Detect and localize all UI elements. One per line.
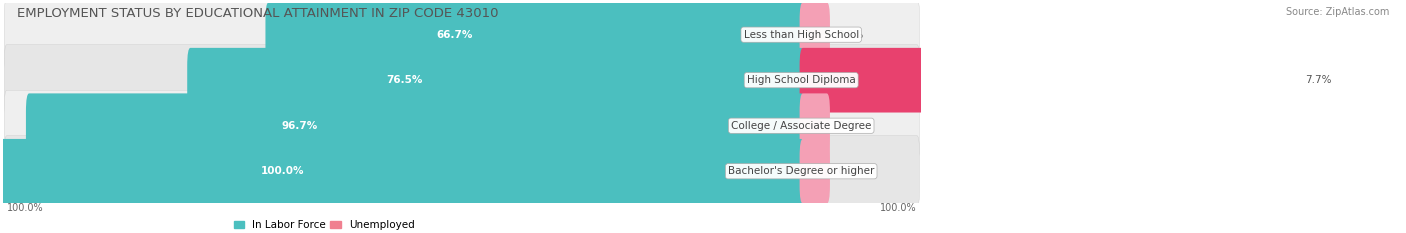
Text: High School Diploma: High School Diploma	[747, 75, 856, 85]
Text: Source: ZipAtlas.com: Source: ZipAtlas.com	[1285, 7, 1389, 17]
Text: 66.7%: 66.7%	[437, 30, 474, 40]
Text: EMPLOYMENT STATUS BY EDUCATIONAL ATTAINMENT IN ZIP CODE 43010: EMPLOYMENT STATUS BY EDUCATIONAL ATTAINM…	[17, 7, 498, 20]
FancyBboxPatch shape	[0, 139, 804, 204]
FancyBboxPatch shape	[187, 48, 804, 113]
Text: Bachelor's Degree or higher: Bachelor's Degree or higher	[728, 166, 875, 176]
Text: College / Associate Degree: College / Associate Degree	[731, 121, 872, 131]
Text: 7.7%: 7.7%	[1305, 75, 1331, 85]
Text: 100.0%: 100.0%	[7, 203, 44, 213]
FancyBboxPatch shape	[4, 45, 920, 116]
Text: 0.0%: 0.0%	[837, 30, 863, 40]
Text: 76.5%: 76.5%	[387, 75, 422, 85]
FancyBboxPatch shape	[800, 93, 830, 158]
FancyBboxPatch shape	[800, 139, 830, 204]
FancyBboxPatch shape	[266, 2, 804, 67]
Text: 0.0%: 0.0%	[837, 166, 863, 176]
FancyBboxPatch shape	[800, 2, 830, 67]
FancyBboxPatch shape	[25, 93, 804, 158]
Text: Less than High School: Less than High School	[744, 30, 859, 40]
FancyBboxPatch shape	[800, 48, 1298, 113]
Text: 100.0%: 100.0%	[880, 203, 917, 213]
FancyBboxPatch shape	[4, 136, 920, 207]
Text: 0.0%: 0.0%	[837, 121, 863, 131]
FancyBboxPatch shape	[4, 0, 920, 70]
FancyBboxPatch shape	[4, 90, 920, 161]
Text: 96.7%: 96.7%	[281, 121, 318, 131]
Legend: In Labor Force, Unemployed: In Labor Force, Unemployed	[229, 216, 419, 233]
Text: 100.0%: 100.0%	[260, 166, 304, 176]
